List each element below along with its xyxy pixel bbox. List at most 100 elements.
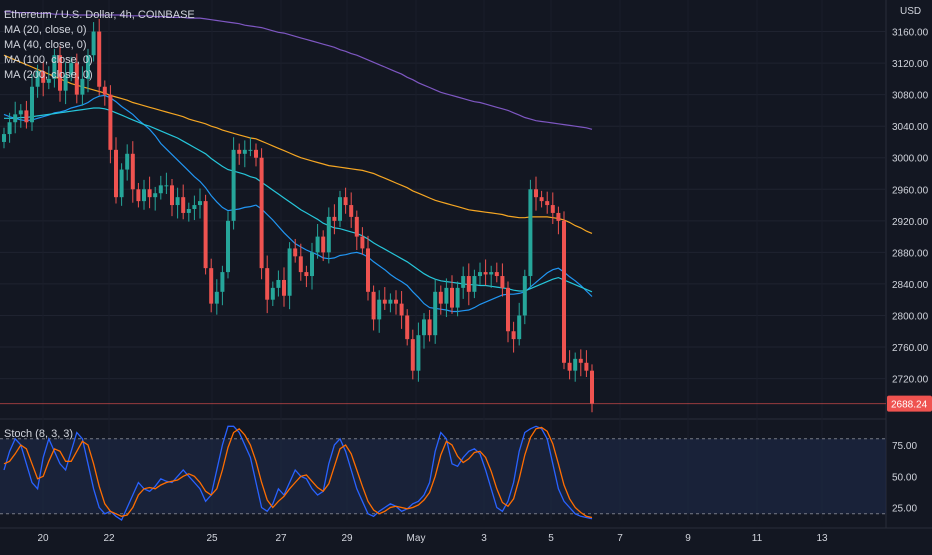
candle-body bbox=[573, 358, 578, 371]
ma20-legend[interactable]: MA (20, close, 0) bbox=[4, 24, 87, 36]
candle-body bbox=[254, 149, 258, 158]
candle-body bbox=[136, 189, 141, 202]
last-price-label: 2688.24 bbox=[891, 400, 928, 411]
candle-body bbox=[410, 339, 415, 371]
candle-body bbox=[494, 272, 499, 277]
candle-body bbox=[354, 216, 359, 237]
candle-body bbox=[220, 272, 225, 292]
candle-body bbox=[102, 86, 107, 95]
candle-body bbox=[209, 268, 214, 304]
candle-body bbox=[30, 86, 34, 123]
stoch-d-line bbox=[3, 426, 593, 519]
stoch-tick-label: 25.00 bbox=[892, 504, 917, 515]
ma200-line bbox=[4, 11, 593, 130]
candle-body bbox=[450, 287, 454, 308]
candle-body bbox=[237, 149, 242, 154]
candle-body bbox=[539, 197, 544, 202]
candle-body bbox=[24, 110, 29, 123]
currency-label[interactable]: USD bbox=[900, 6, 922, 17]
candle-body bbox=[534, 189, 538, 198]
candle-body bbox=[590, 370, 594, 404]
candle-body bbox=[422, 319, 426, 336]
candle-body bbox=[170, 185, 174, 206]
candle-body bbox=[399, 303, 404, 316]
candle-body bbox=[321, 236, 326, 253]
candle-body bbox=[276, 279, 281, 288]
candle-body bbox=[91, 31, 96, 56]
candle-body bbox=[35, 70, 40, 87]
time-tick-label: 25 bbox=[206, 533, 218, 544]
price-tick-label: 2960.00 bbox=[892, 185, 929, 196]
candle-body bbox=[338, 197, 342, 221]
candle-body bbox=[175, 197, 180, 206]
time-tick-label: 27 bbox=[275, 533, 287, 544]
candle-body bbox=[584, 362, 589, 371]
candle-body bbox=[517, 315, 522, 340]
candle-body bbox=[198, 201, 202, 206]
candle-body bbox=[248, 149, 253, 151]
ma100-legend[interactable]: MA (100, close, 0) bbox=[4, 54, 93, 66]
time-tick-label: 20 bbox=[37, 533, 49, 544]
candle-body bbox=[349, 205, 354, 217]
last-price-tag bbox=[887, 395, 932, 412]
candle-body bbox=[153, 193, 158, 198]
candles-layer[interactable] bbox=[2, 18, 594, 413]
last-price-tag-layer: 2688.24 bbox=[0, 395, 932, 412]
candle-body bbox=[562, 220, 566, 363]
candle-body bbox=[522, 276, 527, 316]
candle-body bbox=[310, 252, 314, 277]
time-tick-label: 13 bbox=[816, 533, 828, 544]
candle-body bbox=[214, 291, 219, 304]
candle-body bbox=[287, 248, 292, 296]
candle-body bbox=[265, 268, 270, 300]
candle-body bbox=[186, 209, 191, 213]
time-axis-layer[interactable]: 20 22 25 27 29 May 3 5 7 9 11 13 bbox=[37, 533, 828, 544]
candle-body bbox=[416, 335, 421, 371]
candle-body bbox=[405, 315, 410, 340]
candle-body bbox=[52, 55, 57, 79]
ma200-legend[interactable]: MA (200, close, 0) bbox=[4, 69, 93, 81]
candle-body bbox=[343, 197, 348, 206]
candle-body bbox=[231, 149, 236, 221]
price-tick-label: 3160.00 bbox=[892, 28, 929, 39]
price-tick-label: 3080.00 bbox=[892, 91, 929, 102]
stoch-legend: Stoch (8, 3, 3) bbox=[4, 427, 73, 442]
candle-body bbox=[427, 319, 432, 336]
stoch-tick-label: 50.00 bbox=[892, 472, 917, 483]
candle-body bbox=[114, 149, 118, 198]
ma40-legend[interactable]: MA (40, close, 0) bbox=[4, 39, 87, 51]
price-legend: Ethereum / U.S. Dollar, 4h, COINBASE MA … bbox=[4, 8, 195, 83]
candle-body bbox=[69, 63, 74, 75]
candle-body bbox=[578, 358, 583, 363]
candle-body bbox=[315, 236, 320, 253]
price-tick-label: 2760.00 bbox=[892, 343, 929, 354]
candle-body bbox=[528, 189, 533, 277]
candle-body bbox=[377, 299, 382, 320]
candle-body bbox=[147, 189, 152, 198]
price-tick-label: 2720.00 bbox=[892, 375, 929, 386]
candle-body bbox=[13, 114, 18, 123]
candle-body bbox=[18, 110, 23, 115]
candle-body bbox=[461, 276, 466, 288]
candle-body bbox=[7, 122, 12, 135]
time-tick-label: 5 bbox=[548, 533, 554, 544]
candle-body bbox=[108, 94, 113, 150]
candle-body bbox=[259, 157, 264, 269]
symbol-title[interactable]: Ethereum / U.S. Dollar, 4h, COINBASE bbox=[4, 9, 195, 21]
candle-body bbox=[388, 299, 393, 304]
candle-body bbox=[80, 78, 85, 95]
time-tick-label: 9 bbox=[685, 533, 691, 544]
candle-body bbox=[282, 279, 286, 296]
stoch-tick-label: 75.00 bbox=[892, 441, 917, 452]
candle-body bbox=[86, 55, 90, 79]
stoch-title[interactable]: Stoch (8, 3, 3) bbox=[4, 428, 74, 440]
candle-body bbox=[63, 74, 68, 91]
candle-body bbox=[142, 189, 146, 202]
candle-body bbox=[192, 205, 197, 209]
candle-body bbox=[466, 276, 471, 292]
stochastic-layer bbox=[3, 425, 593, 521]
candle-body bbox=[270, 287, 275, 300]
price-axis-layer[interactable]: 3160.00 3120.00 3080.00 3040.00 3000.00 2960.… bbox=[892, 28, 929, 515]
